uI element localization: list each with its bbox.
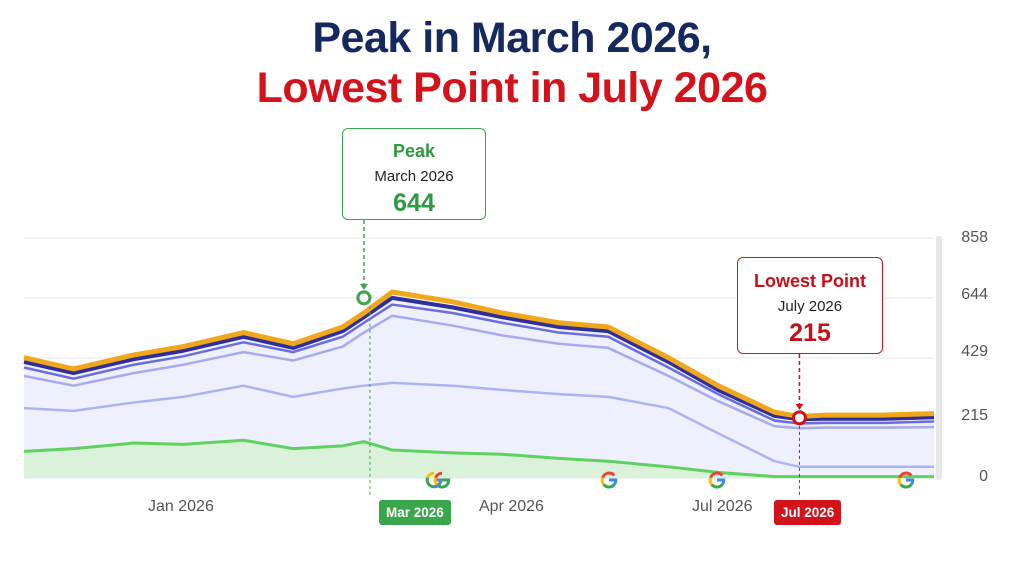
low-marker <box>791 410 807 426</box>
low-callout-value: 215 <box>789 319 831 347</box>
peak-callout-date: March 2026 <box>374 168 454 185</box>
y-tick-label: 215 <box>961 407 988 424</box>
google-update-icon <box>433 471 451 489</box>
peak-callout-value: 644 <box>393 189 435 217</box>
low-callout: Lowest Point July 2026 215 <box>737 257 883 354</box>
google-update-icon <box>425 471 443 489</box>
series-line <box>23 314 935 430</box>
scrollbar-track <box>936 236 942 480</box>
low-callout-date: July 2026 <box>777 298 843 315</box>
series-line <box>23 381 934 469</box>
google-update-icon <box>708 471 726 489</box>
low-date-badge: Jul 2026 <box>774 500 842 525</box>
x-tick-label: Jan 2026 <box>148 498 214 515</box>
google-update-icon <box>600 471 618 489</box>
low-arrowhead <box>795 403 804 410</box>
peak-arrowhead <box>359 283 368 290</box>
google-update-icon <box>897 471 915 489</box>
x-tick-label: Jul 2026 <box>692 498 753 515</box>
x-tick-label: Apr 2026 <box>479 498 544 515</box>
chart-title-line2: Lowest Point in July 2026 <box>256 64 768 112</box>
y-tick-label: 858 <box>961 229 988 246</box>
peak-date-badge: Mar 2026 <box>379 500 451 525</box>
peak-marker <box>356 290 372 306</box>
y-tick-label: 0 <box>979 468 988 485</box>
series-line <box>23 438 934 479</box>
chart-title-line1: Peak in March 2026, <box>312 14 712 62</box>
y-tick-label: 644 <box>961 286 988 303</box>
low-callout-heading: Lowest Point <box>754 271 866 291</box>
y-tick-label: 429 <box>961 343 988 360</box>
area-fill-green <box>24 440 934 478</box>
peak-callout-heading: Peak <box>392 141 436 161</box>
peak-callout: Peak March 2026 644 <box>342 128 486 220</box>
